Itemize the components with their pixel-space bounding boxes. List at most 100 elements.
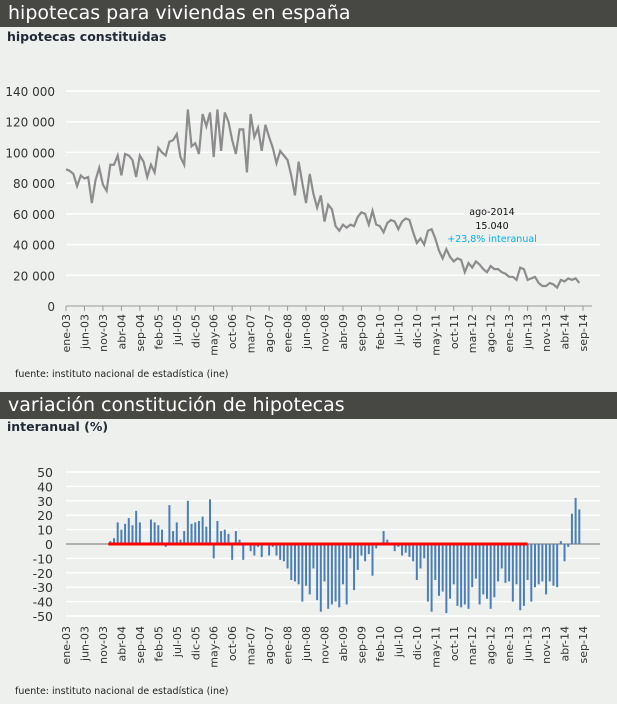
bar bbox=[412, 544, 415, 562]
bar bbox=[419, 544, 422, 569]
x-tick-label: dic-05 bbox=[189, 314, 202, 348]
x-tick-label: jun-03 bbox=[78, 626, 91, 662]
bar bbox=[323, 544, 326, 582]
bar bbox=[234, 531, 237, 544]
y-tick-label: -20 bbox=[33, 566, 53, 581]
x-tick-label: nov-13 bbox=[540, 314, 553, 352]
bar bbox=[349, 544, 352, 559]
bar bbox=[135, 510, 138, 544]
x-tick-label: ene-03 bbox=[60, 314, 73, 352]
x-tick-label: abr-04 bbox=[115, 314, 128, 350]
bar bbox=[386, 539, 389, 544]
bar bbox=[382, 531, 385, 544]
bar bbox=[124, 523, 127, 544]
series-line bbox=[65, 109, 581, 290]
chart1-source: fuente: instituto nacional de estadístic… bbox=[15, 369, 229, 380]
bar bbox=[434, 544, 437, 580]
bar bbox=[500, 544, 503, 569]
annotation-value: 15.040 bbox=[475, 221, 508, 232]
bar bbox=[452, 544, 455, 585]
x-tick-label: ago-12 bbox=[485, 626, 498, 665]
bar bbox=[563, 544, 566, 562]
y-tick-label: 10 bbox=[37, 523, 53, 538]
bar bbox=[220, 531, 223, 544]
bar bbox=[364, 544, 367, 562]
bar bbox=[334, 544, 337, 602]
x-tick-label: nov-03 bbox=[97, 626, 110, 664]
bar bbox=[526, 544, 529, 580]
bar bbox=[485, 544, 488, 599]
x-tick-label: oct-06 bbox=[226, 626, 239, 661]
chart1-subtitle: hipotecas constituidas bbox=[7, 29, 167, 44]
x-tick-label: abr-09 bbox=[337, 314, 350, 350]
bar bbox=[522, 544, 525, 606]
bar bbox=[223, 529, 226, 544]
x-tick-label: nov-13 bbox=[540, 626, 553, 664]
bar bbox=[260, 544, 263, 557]
x-tick-label: nov-08 bbox=[319, 626, 332, 664]
x-tick-label: ene-08 bbox=[282, 626, 295, 664]
bar bbox=[393, 544, 396, 552]
x-tick-label: sep-14 bbox=[577, 314, 590, 351]
bar bbox=[353, 544, 356, 591]
x-tick-label: dic-05 bbox=[189, 626, 202, 660]
bar bbox=[113, 538, 116, 544]
bar bbox=[460, 544, 463, 608]
bar bbox=[545, 544, 548, 595]
bar bbox=[497, 544, 500, 582]
y-tick-label: 100 000 bbox=[5, 146, 55, 160]
annotation-change: +23,8% interanual bbox=[447, 234, 537, 245]
x-tick-label: jul-05 bbox=[171, 314, 184, 346]
y-tick-label: 60 000 bbox=[13, 208, 55, 222]
x-tick-label: abr-14 bbox=[559, 626, 572, 662]
bar bbox=[449, 544, 452, 599]
x-tick-label: ene-03 bbox=[60, 626, 73, 664]
y-tick-label: 30 bbox=[37, 494, 53, 509]
bar bbox=[556, 544, 559, 588]
bar bbox=[197, 520, 200, 544]
bar bbox=[537, 544, 540, 585]
bar bbox=[216, 520, 219, 544]
x-tick-label: dic-10 bbox=[411, 314, 424, 348]
bar bbox=[559, 541, 562, 544]
y-tick-label: 20 000 bbox=[13, 269, 55, 283]
x-tick-label: jun-08 bbox=[300, 314, 313, 350]
x-tick-label: abr-04 bbox=[115, 626, 128, 662]
bar bbox=[205, 526, 208, 544]
x-tick-label: mar-07 bbox=[245, 314, 258, 353]
bar bbox=[471, 544, 474, 588]
x-tick-label: feb-10 bbox=[374, 626, 387, 662]
bar bbox=[467, 544, 470, 609]
chart2-source: fuente: instituto nacional de estadístic… bbox=[15, 686, 229, 697]
y-tick-label: 0 bbox=[45, 537, 53, 552]
x-tick-label: ene-08 bbox=[282, 314, 295, 352]
bar bbox=[404, 544, 407, 553]
bar bbox=[153, 522, 156, 544]
bar bbox=[227, 533, 230, 544]
bar bbox=[570, 513, 573, 544]
x-tick-label: sep-04 bbox=[134, 626, 147, 663]
bar bbox=[441, 544, 444, 592]
bar bbox=[297, 544, 300, 585]
bar bbox=[238, 539, 241, 544]
bar bbox=[116, 522, 119, 544]
bar bbox=[212, 544, 215, 559]
bar bbox=[293, 544, 296, 582]
x-tick-label: oct-06 bbox=[226, 314, 239, 349]
bar bbox=[194, 522, 197, 544]
x-tick-label: ago-07 bbox=[263, 626, 276, 665]
y-tick-label: -30 bbox=[33, 580, 53, 595]
bar bbox=[305, 544, 308, 586]
bar bbox=[282, 544, 285, 562]
bar bbox=[327, 544, 330, 609]
bar bbox=[515, 544, 518, 585]
bar bbox=[567, 544, 570, 547]
x-tick-label: jul-05 bbox=[171, 626, 184, 658]
bar bbox=[430, 544, 433, 612]
bar bbox=[474, 544, 477, 579]
x-tick-label: sep-04 bbox=[134, 314, 147, 351]
y-tick-label: 50 bbox=[37, 465, 53, 480]
bar bbox=[157, 525, 160, 544]
bar bbox=[168, 505, 171, 544]
